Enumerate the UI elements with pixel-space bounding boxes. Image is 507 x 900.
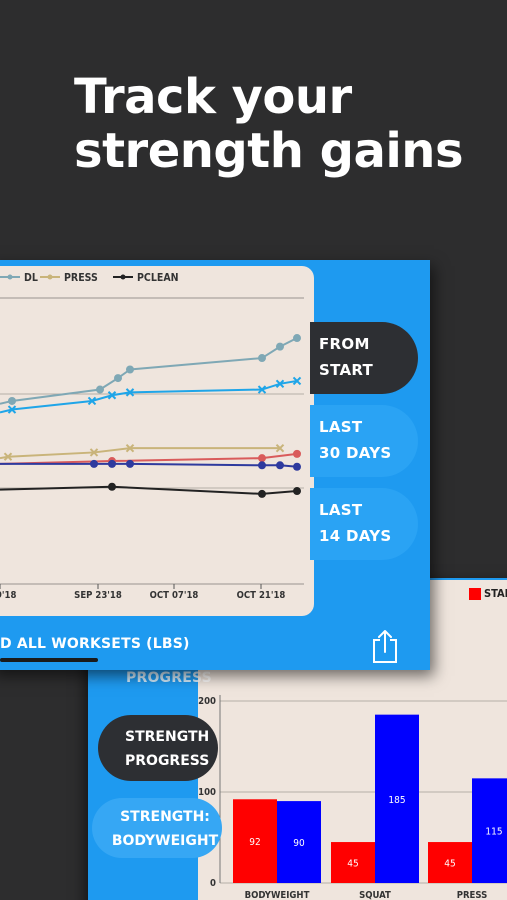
x-tick-label: OCT 07'18 xyxy=(150,590,199,601)
data-point xyxy=(108,482,116,491)
strength-bodyweight-line-1: STRENGTH: xyxy=(120,809,210,825)
legend-marker xyxy=(7,274,13,280)
data-point xyxy=(114,374,122,383)
strength-bodyweight-line-2: BODYWEIGHT xyxy=(111,833,219,849)
y-tick-label: 0 xyxy=(210,878,216,889)
bar xyxy=(428,842,472,883)
data-point xyxy=(96,385,104,394)
strength-progress-line-2: PROGRESS xyxy=(125,753,210,769)
series-line xyxy=(0,462,298,468)
series-line xyxy=(0,447,280,460)
x-category-label: SQUAT xyxy=(359,890,391,900)
legend-start-swatch xyxy=(469,588,481,600)
series-line xyxy=(0,379,298,414)
data-point xyxy=(126,365,134,374)
data-point xyxy=(125,443,135,453)
from-start-button[interactable]: FROM START xyxy=(310,322,418,394)
bar xyxy=(331,842,375,883)
line-chart-area: DL PRESS PCLEAN 09'18 SEP 23'18 OCT 07'18 OCT … xyxy=(0,266,314,616)
headline: Track your strength gains xyxy=(74,70,494,178)
legend-marker xyxy=(47,274,53,280)
menu-item-progress[interactable]: PROGRESS xyxy=(126,670,212,686)
bar xyxy=(472,778,507,883)
data-point xyxy=(293,487,301,496)
x-tick-label: 09'18 xyxy=(0,590,16,601)
from-start-line-1: FROM xyxy=(319,335,370,353)
x-tick-label: OCT 21'18 xyxy=(237,590,286,601)
series-line xyxy=(0,452,298,465)
legend-label: PCLEAN xyxy=(137,272,179,284)
legend-start-label: START xyxy=(484,587,507,600)
legend-label: PRESS xyxy=(64,272,98,284)
y-tick-label: 100 xyxy=(198,787,216,798)
chart-selector-label[interactable]: D ALL WORKSETS (LBS) xyxy=(0,636,190,652)
data-point xyxy=(90,459,98,468)
bar xyxy=(233,799,277,883)
data-point xyxy=(276,461,284,470)
last-30-line-1: LAST xyxy=(319,418,363,436)
data-point xyxy=(108,459,116,468)
legend-label: DL xyxy=(24,272,38,284)
x-category-label: PRESS xyxy=(457,890,488,900)
data-point xyxy=(8,396,16,405)
bar-value-label: 92 xyxy=(249,837,260,848)
data-point xyxy=(276,342,284,351)
bar-chart: 200 100 0 92 90 BODYWEIGHT 45 185 SQUAT 45 115 PRES… xyxy=(198,695,507,900)
data-point xyxy=(292,376,302,386)
data-point xyxy=(7,405,17,414)
legend-marker xyxy=(120,274,126,280)
last-14-line-2: 14 DAYS xyxy=(319,527,392,545)
last-14-days-button[interactable]: LAST 14 DAYS xyxy=(310,488,418,560)
last-30-line-2: 30 DAYS xyxy=(319,444,392,462)
data-point xyxy=(258,354,266,363)
bar xyxy=(375,714,419,883)
share-icon[interactable] xyxy=(371,628,399,664)
line-chart: DL PRESS PCLEAN 09'18 SEP 23'18 OCT 07'18 OCT … xyxy=(0,272,304,601)
data-point xyxy=(125,388,135,397)
last-14-line-1: LAST xyxy=(319,501,363,519)
data-point xyxy=(126,459,134,468)
bar xyxy=(277,801,321,883)
y-tick-label: 200 xyxy=(198,696,216,707)
series-line xyxy=(0,485,298,495)
bar-value-label: 45 xyxy=(444,859,455,870)
data-point xyxy=(293,334,301,343)
data-point xyxy=(258,461,266,470)
data-point xyxy=(258,489,266,498)
data-point xyxy=(87,396,97,406)
bar-value-label: 115 xyxy=(485,827,502,838)
strength-progress-button[interactable]: STRENGTH PROGRESS xyxy=(98,715,218,781)
x-tick-label: SEP 23'18 xyxy=(74,590,122,601)
data-point xyxy=(275,379,285,389)
data-point xyxy=(257,385,267,394)
data-point xyxy=(275,443,285,453)
data-point xyxy=(293,462,301,471)
last-30-days-button[interactable]: LAST 30 DAYS xyxy=(310,405,418,477)
data-point xyxy=(293,449,301,458)
from-start-line-2: START xyxy=(319,361,374,379)
headline-line-1: Track your xyxy=(74,69,352,125)
data-point xyxy=(107,391,117,400)
x-category-label: BODYWEIGHT xyxy=(245,890,310,900)
bar-value-label: 90 xyxy=(293,838,305,849)
headline-line-2: strength gains xyxy=(74,123,464,179)
data-point xyxy=(89,448,99,457)
strength-bodyweight-button[interactable]: STRENGTH: BODYWEIGHT xyxy=(92,798,222,858)
data-point xyxy=(3,452,13,461)
strength-progress-line-1: STRENGTH xyxy=(125,729,210,745)
data-point xyxy=(258,454,266,463)
scroll-indicator xyxy=(0,658,98,662)
bar-value-label: 45 xyxy=(347,859,358,870)
bar-value-label: 185 xyxy=(388,795,405,806)
